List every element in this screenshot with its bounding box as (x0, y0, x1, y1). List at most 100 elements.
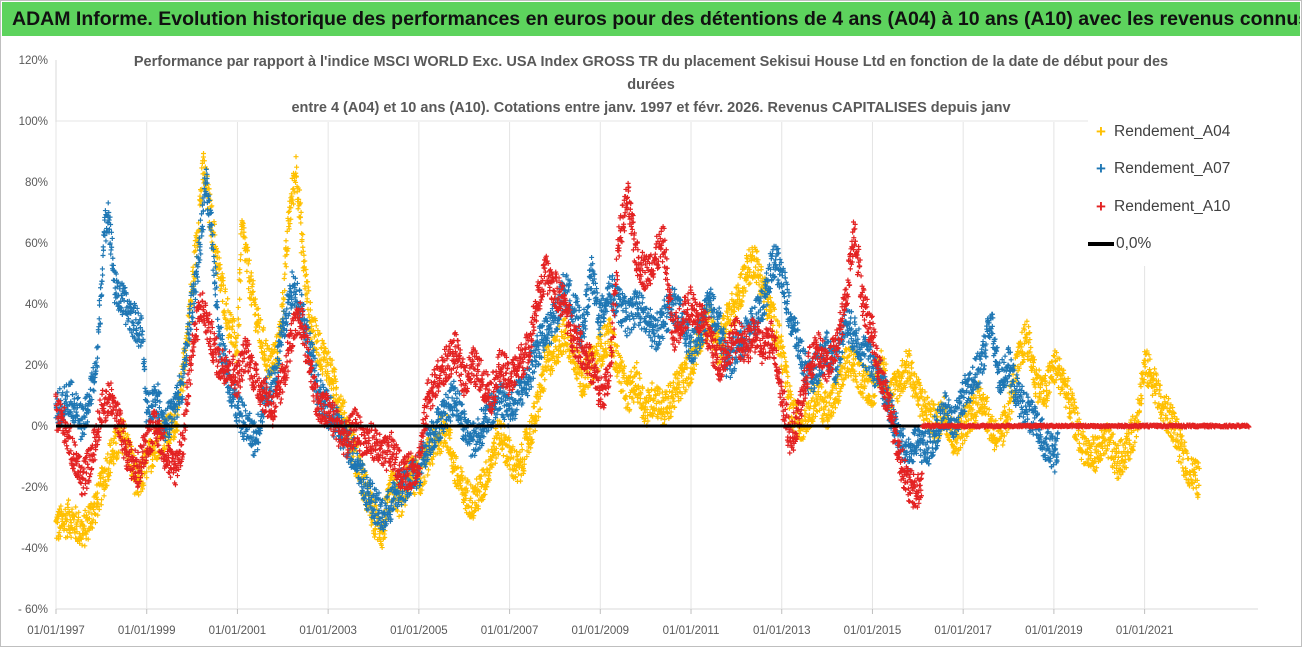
data-point-a04 (66, 497, 72, 503)
data-point-a04 (206, 186, 212, 192)
data-point-a04 (396, 513, 402, 519)
data-point-a04 (138, 489, 144, 495)
data-point-a04 (111, 435, 117, 441)
data-point-a04 (637, 375, 643, 381)
data-point-a04 (447, 435, 453, 441)
x-tick-label: 01/01/2007 (481, 625, 539, 637)
data-point-a04 (1133, 434, 1139, 440)
data-point-a04 (266, 345, 272, 351)
data-point-a04 (286, 224, 292, 230)
data-point-a04 (315, 338, 321, 344)
y-tick-label: 40% (25, 299, 48, 311)
x-tick-label: 01/01/2001 (209, 625, 267, 637)
data-point-a04 (280, 301, 286, 307)
chart-title-line-1: Performance par rapport à l'indice MSCI … (133, 54, 1169, 70)
data-point-a04 (338, 407, 344, 413)
data-point-a04 (231, 330, 237, 336)
data-point-a04 (242, 235, 248, 241)
data-point-a04 (79, 542, 85, 548)
data-point-a04 (328, 362, 334, 368)
data-point-a04 (301, 264, 307, 270)
y-tick-label: -20% (21, 482, 48, 494)
data-point-a04 (574, 376, 580, 382)
data-point-a04 (213, 245, 219, 251)
data-point-a04 (79, 519, 85, 525)
data-point-a04 (259, 339, 265, 345)
data-point-a04 (247, 295, 253, 301)
data-point-a04 (399, 512, 405, 518)
data-point-a07 (212, 292, 218, 298)
data-point-a04 (1152, 400, 1158, 406)
data-point-a04 (298, 209, 304, 215)
data-point-a04 (106, 473, 112, 479)
data-point-a04 (285, 245, 291, 251)
data-point-a04 (314, 349, 320, 355)
data-point-a04 (338, 393, 344, 399)
data-point-a04 (1036, 367, 1042, 373)
data-point-a04 (146, 465, 152, 471)
data-point-a04 (325, 349, 331, 355)
data-point-a04 (357, 453, 363, 459)
data-point-a04 (244, 268, 250, 274)
data-point-a04 (248, 270, 254, 276)
data-point-a04 (1000, 442, 1006, 448)
data-point-a04 (286, 208, 292, 214)
data-point-a04 (637, 396, 643, 402)
data-point-a04 (320, 371, 326, 377)
data-point-a04 (140, 480, 146, 486)
data-point-a04 (73, 504, 79, 510)
data-point-a04 (69, 506, 75, 512)
data-point-a04 (235, 304, 241, 310)
data-point-a04 (515, 471, 521, 477)
data-point-a04 (1138, 392, 1144, 398)
data-point-a04 (268, 354, 274, 360)
data-point-a04 (283, 264, 289, 270)
chart-title: Performance par rapport à l'indice MSCI … (121, 51, 1181, 120)
data-point-a04 (1118, 438, 1124, 444)
data-point-a07 (195, 278, 201, 284)
data-point-a04 (252, 328, 258, 334)
data-point-a04 (313, 339, 319, 345)
y-tick-label: -40% (21, 543, 48, 555)
data-point-a04 (174, 428, 180, 434)
data-point-a04 (303, 267, 309, 273)
y-tick-label: 100% (19, 116, 48, 128)
data-point-a04 (95, 512, 101, 518)
data-point-a04 (71, 514, 77, 520)
data-point-a04 (372, 527, 378, 533)
data-point-a07 (100, 272, 106, 278)
data-point-a04 (373, 503, 379, 509)
data-point-a04 (156, 452, 162, 458)
y-tick-label: 80% (25, 177, 48, 189)
data-point-a04 (199, 165, 205, 171)
data-point-a04 (136, 492, 142, 498)
data-point-a07 (155, 381, 161, 387)
data-point-a04 (1138, 384, 1144, 390)
data-point-a04 (235, 332, 241, 338)
y-tick-label: 20% (25, 360, 48, 372)
data-point-a04 (738, 271, 744, 277)
data-point-a04 (279, 304, 285, 310)
data-point-a04 (83, 531, 89, 537)
data-point-a04 (317, 330, 323, 336)
data-point-a04 (261, 349, 267, 355)
data-point-a04 (331, 395, 337, 401)
data-point-a04 (327, 382, 333, 388)
data-point-a04 (368, 522, 374, 528)
data-point-a04 (738, 272, 744, 278)
data-point-a04 (379, 545, 385, 551)
data-point-a07 (96, 316, 102, 322)
data-point-a04 (298, 220, 304, 226)
data-point-a04 (282, 261, 288, 267)
data-point-a04 (342, 410, 348, 416)
x-tick-label: 01/01/1997 (27, 625, 85, 637)
y-tick-label: 0% (31, 421, 48, 433)
y-tick-label: - 60% (18, 604, 48, 616)
data-point-a04 (323, 345, 329, 351)
data-point-a04 (98, 480, 104, 486)
data-point-a04 (237, 296, 243, 302)
data-point-a04 (309, 323, 315, 329)
data-point-a04 (634, 360, 640, 366)
data-point-a04 (1152, 366, 1158, 372)
data-point-a04 (632, 364, 638, 370)
